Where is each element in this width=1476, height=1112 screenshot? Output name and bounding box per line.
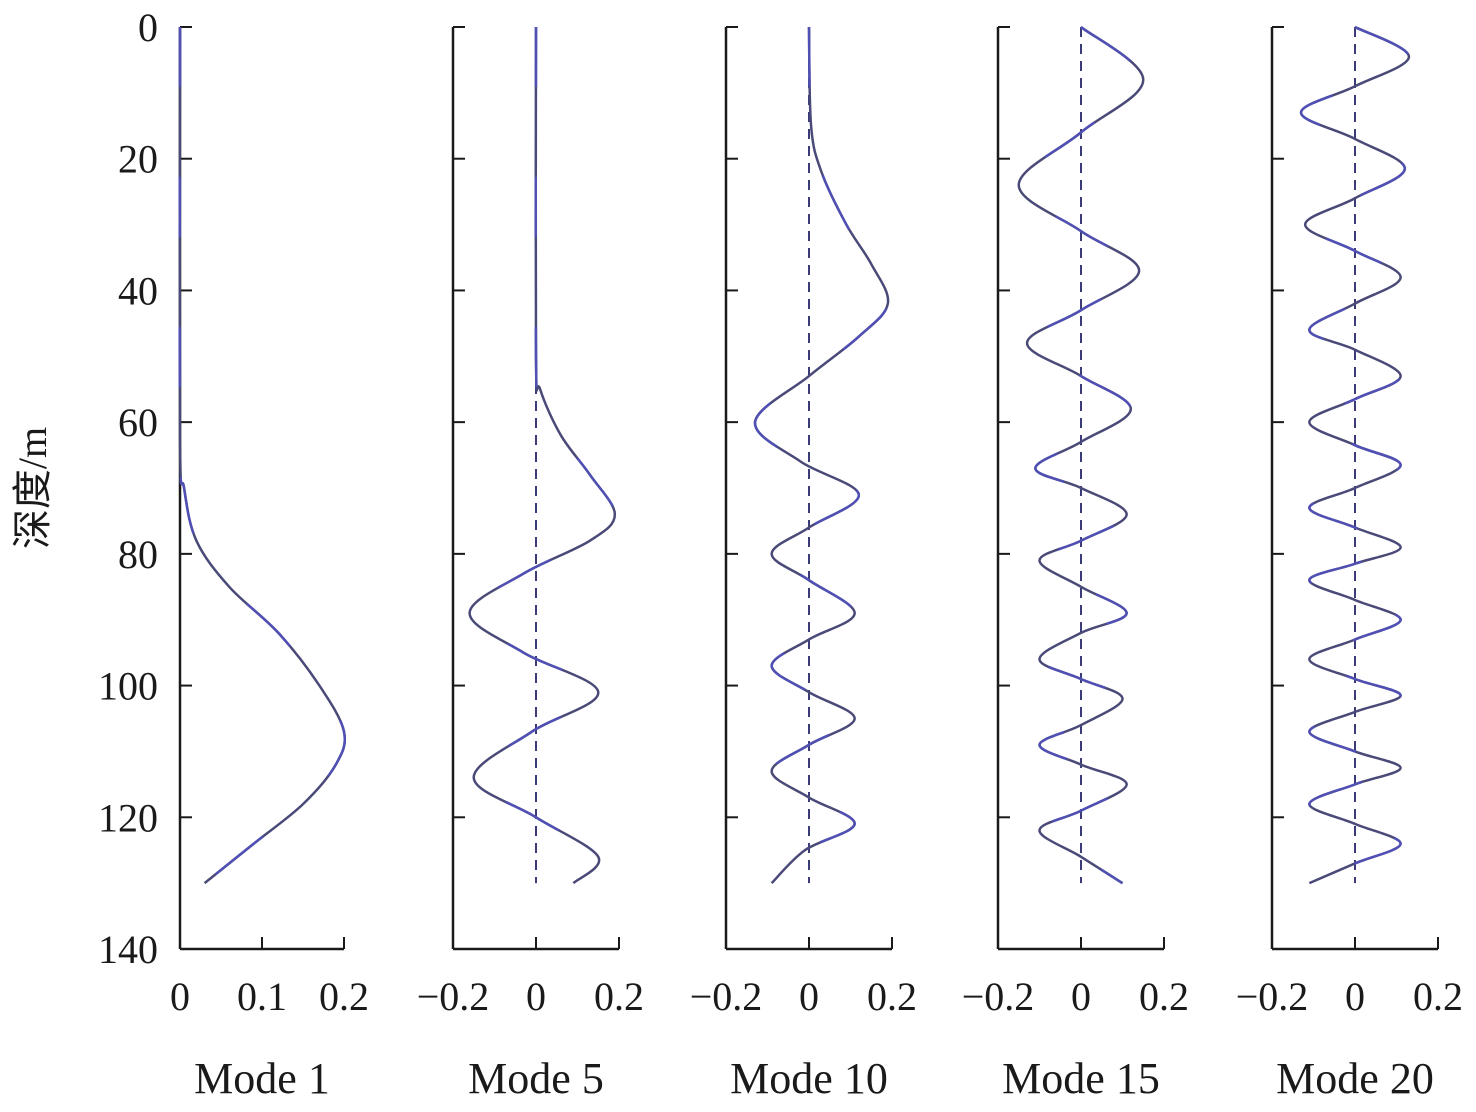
y-tick-label: 0 [138, 5, 158, 50]
panel-4: −0.2 0 0.2 Mode 15 [962, 26, 1189, 1103]
mode-shape-curve [468, 26, 617, 885]
mode-shape-curve-highlight [753, 26, 890, 885]
y-tick-label: 100 [98, 664, 158, 709]
mode-shape-curve-highlight [468, 26, 617, 885]
y-tick-label: 120 [98, 795, 158, 840]
x-tick-label: 0 [170, 974, 190, 1019]
mode-shape-curve-highlight [1017, 26, 1145, 885]
panel-2: −0.2 0 0.2 Mode 5 [417, 26, 644, 1103]
x-tick-label: −0.2 [690, 974, 763, 1019]
x-tick-label: −0.2 [417, 974, 490, 1019]
x-tick-label: −0.2 [1236, 974, 1309, 1019]
panel-title: Mode 15 [1002, 1054, 1160, 1103]
x-tick-label: −0.2 [962, 974, 1035, 1019]
x-tick-label: 0 [526, 974, 546, 1019]
panel-title: Mode 1 [194, 1054, 330, 1103]
x-tick-label: 0.2 [594, 974, 644, 1019]
panel-3: −0.2 0 0.2 Mode 10 [690, 26, 917, 1103]
panel-5: −0.2 0 0.2 Mode 20 [1236, 25, 1463, 1103]
x-tick-label: 0 [1345, 974, 1365, 1019]
y-axis-label: 深度/m [10, 427, 55, 549]
x-tick-label: 0.2 [1413, 974, 1463, 1019]
x-tick-label: 0.2 [1139, 974, 1189, 1019]
x-tick-label: 0.2 [867, 974, 917, 1019]
mode-shape-curve-highlight [1299, 25, 1411, 885]
panel-title: Mode 5 [468, 1054, 604, 1103]
y-tick-label: 80 [118, 532, 158, 577]
mode-shape-curve [178, 26, 347, 885]
x-tick-label: 0.1 [237, 974, 287, 1019]
mode-shape-curve [753, 26, 890, 885]
mode-shape-curve-highlight [178, 26, 347, 885]
panel-title: Mode 10 [730, 1054, 888, 1103]
y-tick-label: 60 [118, 400, 158, 445]
panel-title: Mode 20 [1276, 1054, 1434, 1103]
x-tick-label: 0 [1071, 974, 1091, 1019]
x-tick-label: 0 [799, 974, 819, 1019]
y-tick-label: 140 [98, 927, 158, 972]
y-tick-label: 20 [118, 137, 158, 182]
panels: 0 0.1 0.2 Mode 1 −0.2 0 0.2 Mode 5 −0.2 0 0.2 Mode … [170, 25, 1463, 1103]
panel-1: 0 0.1 0.2 Mode 1 [170, 26, 369, 1103]
y-axis-tick-labels: 0 20 40 60 80 100 120 140 [98, 5, 158, 972]
x-tick-label: 0.2 [319, 974, 369, 1019]
y-tick-label: 40 [118, 268, 158, 313]
